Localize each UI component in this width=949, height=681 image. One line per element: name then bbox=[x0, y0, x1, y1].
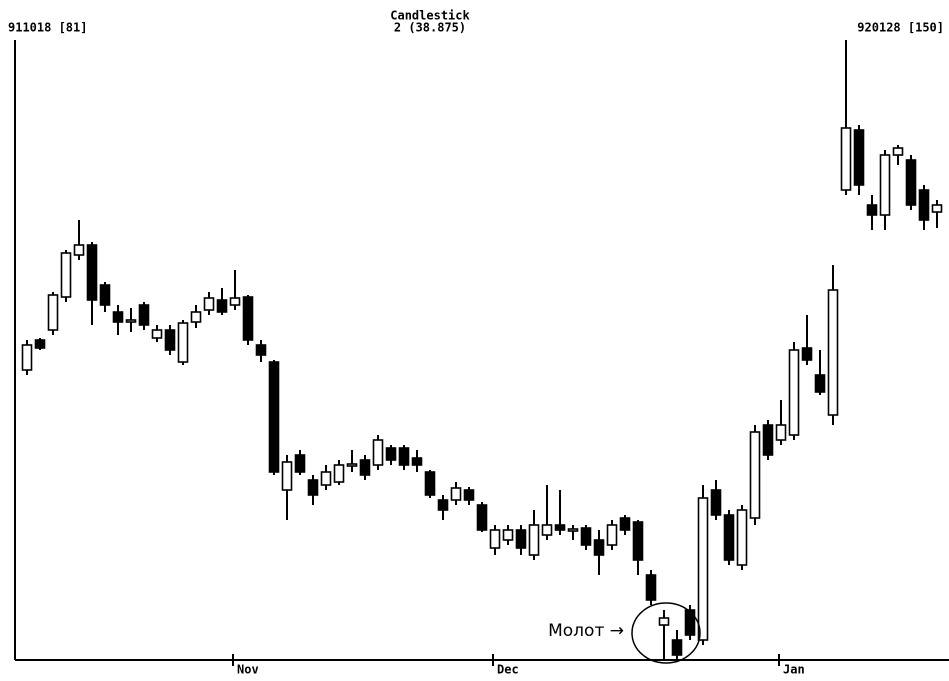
candle-body bbox=[216, 299, 228, 313]
candle-body bbox=[593, 539, 605, 556]
candle-body bbox=[853, 129, 865, 186]
candle-body bbox=[762, 424, 774, 456]
candle-body bbox=[255, 344, 267, 356]
candle-body bbox=[840, 127, 852, 191]
candle-body bbox=[502, 529, 514, 541]
candle-body bbox=[151, 329, 163, 339]
candle-body bbox=[112, 311, 124, 323]
candle-body bbox=[749, 431, 761, 519]
candle-body bbox=[424, 471, 436, 496]
candle-body bbox=[918, 189, 930, 221]
candle-body bbox=[281, 461, 293, 491]
candle-body bbox=[60, 252, 72, 298]
candle-body bbox=[385, 447, 397, 461]
candle-body bbox=[229, 297, 241, 306]
candle-body bbox=[242, 296, 254, 341]
candle-body bbox=[476, 504, 488, 531]
candle-body bbox=[177, 322, 189, 363]
candle-body bbox=[892, 147, 904, 156]
candle-body bbox=[47, 294, 59, 331]
candle-body bbox=[463, 489, 475, 501]
left-label: 911018 [81] bbox=[8, 21, 87, 35]
x-tick-label: Jan bbox=[783, 663, 805, 677]
candle-body bbox=[645, 574, 657, 601]
candle-body bbox=[99, 284, 111, 306]
candle-body bbox=[905, 159, 917, 206]
candle-body bbox=[164, 329, 176, 351]
chart-title: Candlestick bbox=[390, 9, 470, 23]
annotation-circle bbox=[631, 602, 701, 664]
candle-body bbox=[879, 154, 891, 216]
candle-body bbox=[320, 471, 332, 486]
candle-body bbox=[528, 524, 540, 556]
candle-body bbox=[138, 304, 150, 326]
candle-body bbox=[567, 528, 579, 532]
candle-body bbox=[775, 424, 787, 441]
candle-body bbox=[697, 497, 709, 641]
candle-body bbox=[294, 454, 306, 473]
candle-body bbox=[684, 609, 696, 636]
candle-body bbox=[489, 529, 501, 549]
candle-body bbox=[268, 361, 280, 473]
candle-body bbox=[125, 319, 137, 323]
candle-body bbox=[801, 347, 813, 361]
candle-body bbox=[580, 527, 592, 546]
candle-body bbox=[866, 204, 878, 216]
candle-body bbox=[346, 463, 358, 467]
chart-subtitle: 2 (38.875) bbox=[394, 21, 466, 35]
candle-body bbox=[554, 524, 566, 531]
candle-body bbox=[372, 439, 384, 466]
candle-body bbox=[541, 524, 553, 536]
candle-body bbox=[86, 244, 98, 301]
candle-body bbox=[398, 447, 410, 466]
candle-body bbox=[671, 639, 683, 656]
candle-body bbox=[723, 514, 735, 561]
candle-body bbox=[515, 529, 527, 549]
candle-body bbox=[21, 344, 33, 371]
candle-body bbox=[333, 464, 345, 483]
candle-body bbox=[814, 374, 826, 393]
candle-body bbox=[827, 289, 839, 416]
annotation-text: Молот → bbox=[548, 621, 624, 641]
x-tick-label: Dec bbox=[497, 663, 519, 677]
candle-body bbox=[73, 244, 85, 256]
candle-body bbox=[437, 499, 449, 511]
candle-body bbox=[307, 479, 319, 496]
candle-body bbox=[736, 509, 748, 566]
candle-body bbox=[450, 487, 462, 501]
candle-body bbox=[203, 297, 215, 311]
candle-body bbox=[710, 489, 722, 516]
candle-body bbox=[359, 459, 371, 476]
candle-body bbox=[606, 524, 618, 546]
candle-body bbox=[931, 204, 943, 213]
candle-body bbox=[190, 311, 202, 323]
candle-body bbox=[658, 617, 670, 626]
candle-body bbox=[632, 521, 644, 561]
candle-body bbox=[788, 349, 800, 436]
candle-body bbox=[619, 517, 631, 531]
candle-body bbox=[34, 339, 46, 349]
candle-body bbox=[411, 457, 423, 466]
x-tick-label: Nov bbox=[237, 663, 259, 677]
right-label: 920128 [150] bbox=[857, 21, 944, 35]
